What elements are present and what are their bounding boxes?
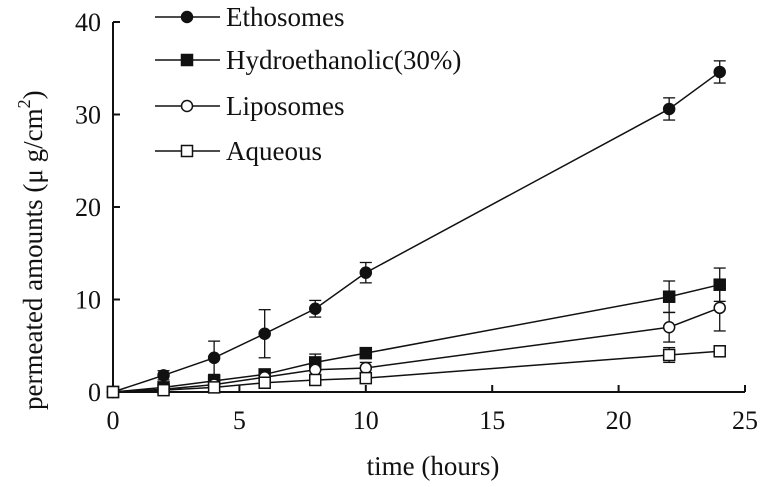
- x-axis-title: time (hours): [367, 451, 500, 481]
- legend-marker-3: [180, 144, 194, 158]
- y-tick-label-2: 20: [75, 193, 101, 222]
- x-tick-label-2: 10: [353, 406, 379, 435]
- legend-label-2: Liposomes: [226, 91, 345, 121]
- data-point-3-3: [258, 376, 271, 389]
- legend-item-2: Liposomes: [155, 91, 345, 121]
- data-point-3-5: [359, 371, 373, 385]
- data-point-0-1: [157, 369, 170, 382]
- series-0: [106, 60, 726, 399]
- y-tick-label-3: 30: [75, 101, 101, 130]
- data-point-2-4: [308, 363, 322, 377]
- y-axis-title-sup: 2: [14, 99, 34, 108]
- data-point-3-0: [106, 385, 120, 399]
- data-point-3-4: [308, 373, 322, 387]
- series-line-0: [112, 71, 721, 393]
- axes: [112, 22, 745, 393]
- data-point-0-7: [713, 65, 726, 79]
- data-point-2-7: [713, 301, 726, 315]
- data-point-1-5: [359, 346, 373, 360]
- data-point-0-2: [207, 351, 221, 365]
- series-line-2: [112, 307, 720, 393]
- series-line-3: [112, 350, 720, 393]
- legend-label-1: Hydroethanolic(30%): [226, 45, 461, 75]
- data-point-3-2: [207, 381, 221, 394]
- y-axis-title-unit: g/cm: [18, 108, 48, 169]
- legend-label-3: Aqueous: [226, 136, 322, 166]
- data-point-0-6: [662, 102, 676, 116]
- data-point-0-4: [308, 302, 322, 315]
- x-tick-label-5: 25: [732, 406, 758, 435]
- x-tick-label-4: 20: [606, 406, 632, 435]
- y-axis-title: permeated amounts (μ g/cm2): [14, 90, 48, 410]
- data-point-2-5: [359, 361, 373, 375]
- series-3: [106, 345, 726, 399]
- series-line-1: [112, 283, 720, 393]
- legend-marker-1: [180, 53, 194, 67]
- series-2: [106, 284, 726, 399]
- series-layer: [106, 60, 726, 399]
- legend-item-0: Ethosomes: [155, 2, 345, 32]
- data-point-3-6: [662, 348, 676, 362]
- legend-marker-0: [180, 10, 194, 24]
- data-point-1-6: [662, 290, 676, 303]
- legend-item-1: Hydroethanolic(30%): [155, 45, 461, 75]
- tick-labels: 0 5 10 15 20 25 0 10 20 30 40: [75, 8, 758, 435]
- legend: Ethosomes Hydroethanolic(30%) Liposomes Aqu…: [155, 2, 461, 166]
- data-point-0-5: [359, 266, 373, 279]
- data-point-0-3: [258, 327, 271, 340]
- x-tick-label-1: 5: [233, 406, 246, 435]
- y-axis-title-main: permeated amounts (: [18, 184, 48, 410]
- tick-marks: [112, 21, 746, 393]
- y-axis-title-mu: μ: [18, 169, 48, 183]
- legend-label-0: Ethosomes: [226, 2, 345, 32]
- x-tick-label-0: 0: [107, 406, 120, 435]
- legend-item-3: Aqueous: [155, 136, 322, 166]
- y-tick-label-4: 40: [75, 8, 101, 37]
- y-tick-label-0: 0: [88, 378, 101, 407]
- legend-marker-2: [180, 99, 194, 113]
- data-point-2-6: [662, 321, 676, 334]
- data-point-3-1: [157, 383, 170, 397]
- y-axis-title-close: ): [18, 90, 48, 99]
- x-tick-label-3: 15: [479, 406, 505, 435]
- y-tick-label-1: 10: [75, 286, 101, 315]
- data-point-3-7: [713, 345, 726, 358]
